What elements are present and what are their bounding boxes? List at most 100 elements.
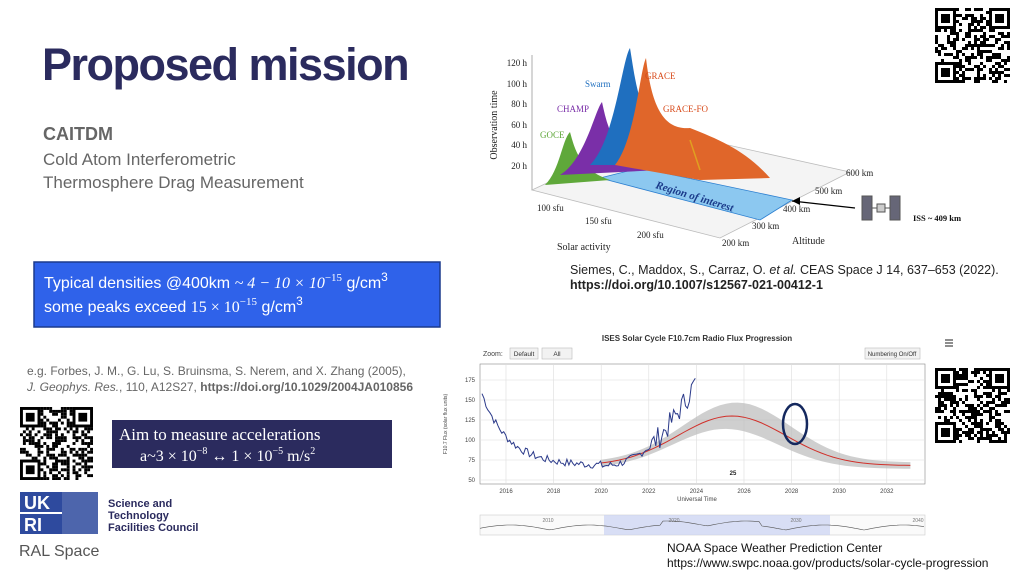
qr-cell [87, 436, 91, 440]
qr-cell [974, 44, 977, 47]
qr-cell [40, 468, 44, 472]
button[interactable] [509, 347, 539, 360]
qr-cell [974, 392, 977, 395]
qr-cell [941, 44, 944, 47]
qr-cell [971, 371, 974, 374]
qr-cell [995, 53, 998, 56]
qr-cell [980, 35, 983, 38]
logo-block [20, 514, 62, 534]
qr-cell [995, 434, 998, 437]
qr-cell [81, 450, 85, 454]
qr-cell [22, 430, 26, 434]
qr-cell [938, 401, 941, 404]
qr-cell [959, 428, 962, 431]
qr-cell [43, 424, 47, 428]
qr-cell [977, 368, 980, 371]
reference: J. Geophys. Res., 110, A12S27, https://d… [26, 380, 413, 394]
qr-cell [31, 436, 35, 440]
button[interactable] [541, 347, 573, 360]
qr-cell [998, 425, 1001, 428]
qr-cell [989, 59, 992, 62]
qr-cell [980, 428, 983, 431]
reference: e.g. Forbes, J. M., G. Lu, S. Bruinsma, … [27, 364, 406, 378]
aim-math: a~3 × 10−8 ↔ 1 × 10−5 m/s2 [140, 441, 315, 465]
qr-cell [49, 409, 53, 413]
qr-cell [75, 427, 79, 431]
qr-cell [25, 439, 29, 443]
toggle[interactable] [864, 347, 921, 360]
qr-cell [962, 422, 965, 425]
qr-cell [46, 447, 50, 451]
text: some peaks exceed [44, 299, 186, 316]
qr-cell [968, 404, 971, 407]
qr-cell [986, 404, 989, 407]
button-label[interactable]: Default [514, 351, 535, 358]
qr-cell [965, 404, 968, 407]
qr-cell [968, 14, 971, 17]
navigator-window[interactable] [604, 515, 830, 535]
qr-cell [995, 419, 998, 422]
qr-finder [935, 368, 956, 389]
qr-cell [956, 20, 959, 23]
qr-cell [953, 395, 956, 398]
qr-cell [944, 398, 947, 401]
button-label[interactable]: All [553, 351, 561, 358]
qr-cell [90, 459, 93, 463]
qr-cell [43, 421, 47, 425]
qr-cell [983, 50, 986, 53]
qr-cell [980, 395, 983, 398]
qr-cell [87, 444, 91, 448]
qr-cell [995, 68, 998, 71]
pointer [689, 139, 701, 171]
qr-cell [992, 401, 995, 404]
qr-cell [941, 47, 944, 50]
toggle-label[interactable]: Numbering On/Off [868, 352, 917, 358]
qr-cell [72, 436, 76, 440]
qr-cell [947, 35, 950, 38]
qr-cell [1007, 47, 1010, 50]
x-tick-label: 2028 [785, 489, 799, 495]
qr-cell [959, 419, 962, 422]
qr-cell [971, 20, 974, 23]
qr-cell [66, 462, 70, 466]
qr-cell [60, 407, 64, 410]
qr-cell [962, 401, 965, 404]
qr-cell [941, 59, 944, 62]
qr-cell [40, 412, 44, 416]
qr-cell [977, 53, 980, 56]
qr-cell [977, 386, 980, 389]
exp: −15 [240, 296, 258, 308]
qr-cell [959, 80, 962, 83]
qr-cell [87, 427, 91, 431]
qr-cell [983, 35, 986, 38]
qr-cell [968, 410, 971, 413]
qr-cell [87, 430, 91, 434]
qr-cell [980, 44, 983, 47]
qr-cell [962, 374, 965, 377]
navigator-line [479, 520, 925, 531]
qr-cell [52, 453, 56, 457]
math: a~3 × 10 [140, 448, 197, 465]
qr-cell [947, 53, 950, 56]
qr-cell [998, 404, 1001, 407]
qr-cell [1007, 431, 1010, 434]
qr-cell [989, 407, 992, 410]
qr-cell [55, 462, 58, 466]
qr-cell [938, 410, 941, 413]
qr-cell [90, 436, 93, 440]
menu-icon[interactable] [945, 339, 953, 347]
qr-cell [977, 404, 980, 407]
qr-cell [938, 416, 941, 419]
logo-mark: RI [24, 515, 42, 535]
peak [590, 48, 700, 165]
qr-cell [980, 425, 983, 428]
qr-cell [69, 424, 73, 428]
qr-cell [81, 433, 85, 437]
details: , 110, A12S27, [119, 380, 197, 394]
qr-cell [37, 439, 41, 443]
qr-cell [66, 477, 70, 480]
qr-cell [57, 427, 61, 431]
qr-cell [52, 412, 56, 416]
qr-cell [66, 468, 70, 472]
qr-cell [75, 436, 79, 440]
